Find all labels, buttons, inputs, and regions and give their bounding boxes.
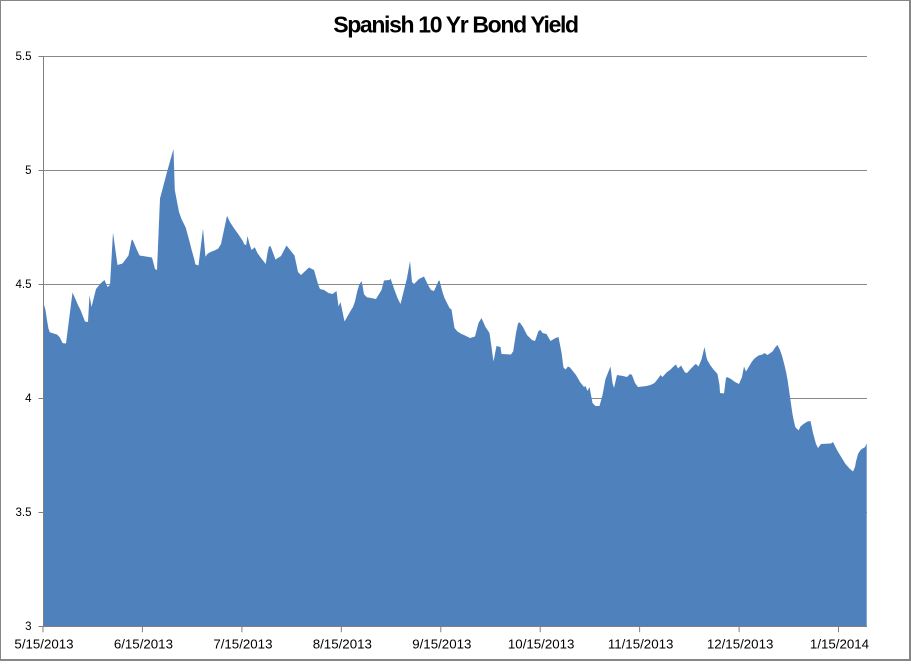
svg-text:3: 3 <box>25 621 31 633</box>
svg-text:5.5: 5.5 <box>16 51 32 63</box>
svg-text:4.5: 4.5 <box>16 279 32 291</box>
svg-text:9/15/2013: 9/15/2013 <box>412 637 471 652</box>
svg-text:8/15/2013: 8/15/2013 <box>313 637 372 652</box>
svg-text:5/15/2013: 5/15/2013 <box>14 637 73 652</box>
svg-text:Spanish 10 Yr Bond Yield: Spanish 10 Yr Bond Yield <box>333 12 578 38</box>
svg-text:12/15/2013: 12/15/2013 <box>707 637 774 652</box>
svg-text:10/15/2013: 10/15/2013 <box>508 637 575 652</box>
svg-text:1/15/2014: 1/15/2014 <box>810 637 869 652</box>
svg-text:3.5: 3.5 <box>16 507 32 519</box>
svg-text:4: 4 <box>25 393 32 405</box>
svg-text:6/15/2013: 6/15/2013 <box>114 637 173 652</box>
svg-text:7/15/2013: 7/15/2013 <box>213 637 272 652</box>
svg-text:5: 5 <box>25 165 31 177</box>
svg-text:11/15/2013: 11/15/2013 <box>608 637 674 652</box>
